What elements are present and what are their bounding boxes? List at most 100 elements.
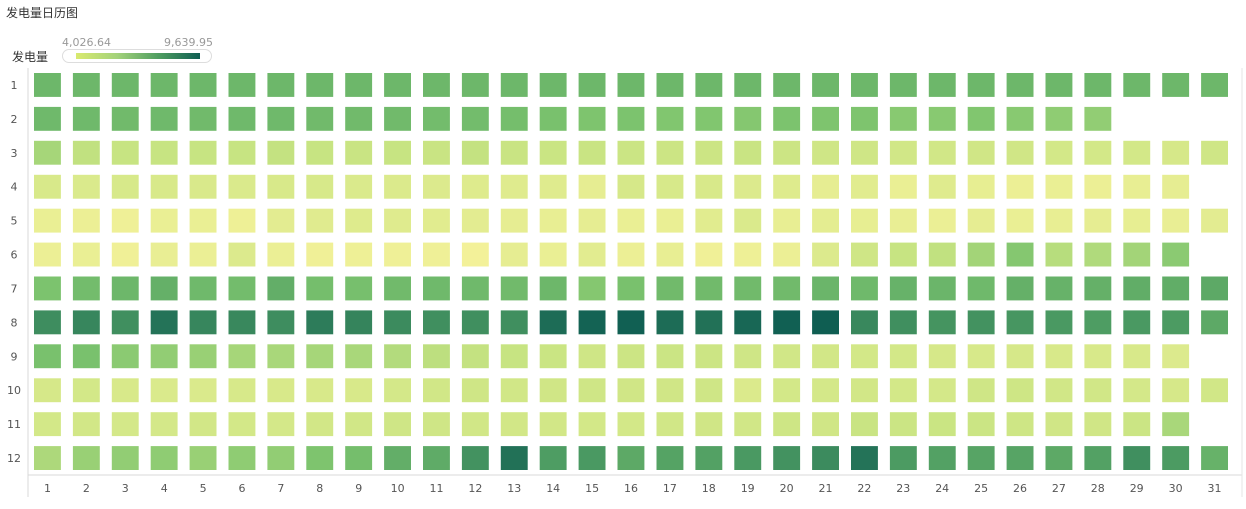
heatmap-cell[interactable] [734,446,762,470]
heatmap-cell[interactable] [539,378,567,403]
heatmap-cell[interactable] [423,242,450,267]
heatmap-cell[interactable] [851,344,878,369]
heatmap-cell[interactable] [851,446,878,470]
heatmap-cell[interactable] [72,378,100,403]
heatmap-cell[interactable] [1123,73,1151,97]
heatmap-cell[interactable] [695,174,723,199]
heatmap-cell[interactable] [228,378,256,403]
heatmap-cell[interactable] [34,174,61,199]
heatmap-cell[interactable] [384,276,411,301]
heatmap-cell[interactable] [967,412,995,437]
heatmap-cell[interactable] [773,106,801,131]
heatmap-cell[interactable] [267,276,295,301]
heatmap-cell[interactable] [889,73,917,97]
heatmap-cell[interactable] [734,73,762,97]
heatmap-cell[interactable] [889,208,917,233]
heatmap-cell[interactable] [461,276,489,301]
heatmap-cell[interactable] [1123,446,1151,470]
heatmap-cell[interactable] [189,344,217,369]
heatmap-cell[interactable] [617,242,645,267]
heatmap-cell[interactable] [111,310,139,335]
heatmap-cell[interactable] [1006,208,1034,233]
heatmap-cell[interactable] [423,174,450,199]
heatmap-cell[interactable] [1084,208,1112,233]
heatmap-cell[interactable] [539,174,567,199]
heatmap-cell[interactable] [384,242,411,267]
heatmap-cell[interactable] [539,446,567,470]
heatmap-cell[interactable] [812,412,839,437]
heatmap-cell[interactable] [111,276,139,301]
heatmap-cell[interactable] [267,106,295,131]
heatmap-cell[interactable] [72,276,100,301]
heatmap-cell[interactable] [150,344,178,369]
heatmap-cell[interactable] [578,208,606,233]
heatmap-cell[interactable] [267,378,295,403]
heatmap-cell[interactable] [150,140,178,165]
heatmap-cell[interactable] [1045,73,1073,97]
heatmap-cell[interactable] [461,73,489,97]
heatmap-cell[interactable] [500,73,528,97]
heatmap-cell[interactable] [384,106,411,131]
heatmap-cell[interactable] [150,276,178,301]
heatmap-cell[interactable] [967,174,995,199]
heatmap-cell[interactable] [1006,378,1034,403]
heatmap-cell[interactable] [734,242,762,267]
heatmap-cell[interactable] [889,378,917,403]
heatmap-cell[interactable] [967,208,995,233]
heatmap-cell[interactable] [461,344,489,369]
heatmap-cell[interactable] [928,174,956,199]
heatmap-cell[interactable] [889,446,917,470]
heatmap-cell[interactable] [228,106,256,131]
heatmap-cell[interactable] [1123,276,1151,301]
heatmap-cell[interactable] [539,412,567,437]
heatmap-cell[interactable] [656,378,684,403]
heatmap-cell[interactable] [72,73,100,97]
heatmap-cell[interactable] [150,412,178,437]
heatmap-cell[interactable] [1045,446,1073,470]
heatmap-cell[interactable] [228,310,256,335]
heatmap-cell[interactable] [34,208,61,233]
heatmap-cell[interactable] [500,276,528,301]
heatmap-cell[interactable] [72,344,100,369]
heatmap-cell[interactable] [734,208,762,233]
heatmap-cell[interactable] [267,344,295,369]
heatmap-cell[interactable] [1006,106,1034,131]
heatmap-cell[interactable] [539,276,567,301]
heatmap-cell[interactable] [578,106,606,131]
heatmap-cell[interactable] [423,378,450,403]
heatmap-cell[interactable] [306,378,334,403]
heatmap-cell[interactable] [384,174,411,199]
heatmap-cell[interactable] [773,242,801,267]
heatmap-cell[interactable] [695,106,723,131]
heatmap-cell[interactable] [150,310,178,335]
heatmap-cell[interactable] [189,412,217,437]
heatmap-cell[interactable] [617,140,645,165]
heatmap-cell[interactable] [111,412,139,437]
heatmap-cell[interactable] [656,412,684,437]
heatmap-cell[interactable] [851,174,878,199]
heatmap-cell[interactable] [111,140,139,165]
heatmap-cell[interactable] [423,310,450,335]
heatmap-cell[interactable] [889,106,917,131]
heatmap-cell[interactable] [306,276,334,301]
heatmap-cell[interactable] [617,412,645,437]
heatmap-cell[interactable] [189,140,217,165]
heatmap-cell[interactable] [345,106,373,131]
heatmap-cell[interactable] [1045,106,1073,131]
heatmap-cell[interactable] [150,73,178,97]
heatmap-cell[interactable] [889,174,917,199]
heatmap-cell[interactable] [773,412,801,437]
heatmap-cell[interactable] [384,344,411,369]
heatmap-cell[interactable] [189,106,217,131]
heatmap-cell[interactable] [72,310,100,335]
heatmap-cell[interactable] [1084,378,1112,403]
heatmap-cell[interactable] [1045,174,1073,199]
heatmap-cell[interactable] [500,242,528,267]
heatmap-cell[interactable] [1123,208,1151,233]
heatmap-cell[interactable] [150,446,178,470]
heatmap-cell[interactable] [695,242,723,267]
heatmap-cell[interactable] [1123,174,1151,199]
heatmap-cell[interactable] [695,446,723,470]
heatmap-cell[interactable] [773,378,801,403]
heatmap-cell[interactable] [500,344,528,369]
